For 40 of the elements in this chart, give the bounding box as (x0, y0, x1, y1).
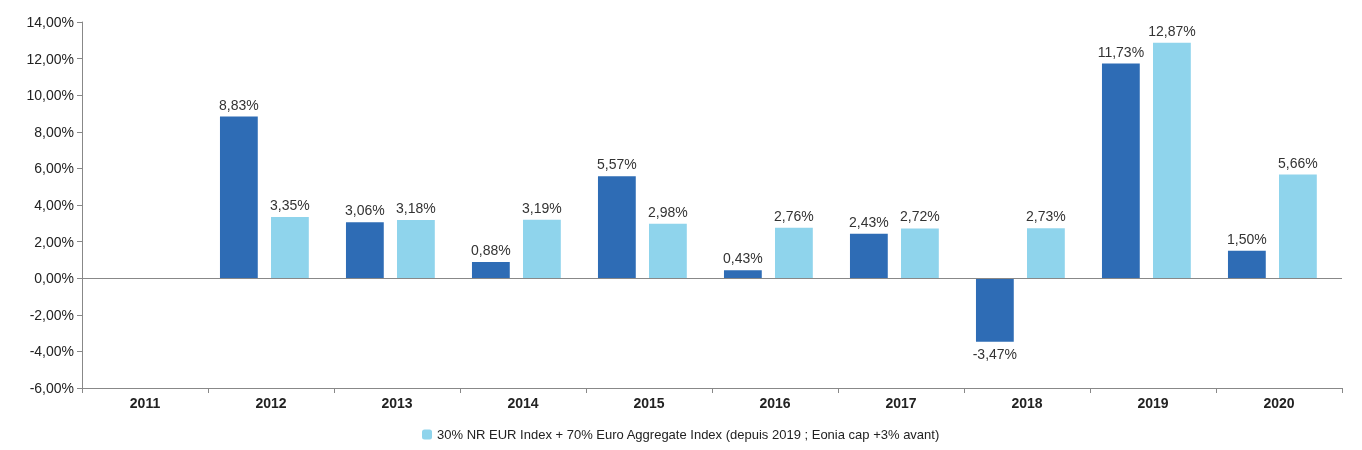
x-tick-label: 2017 (885, 395, 917, 411)
data-label: 5,66% (1278, 154, 1318, 171)
data-label: 2,72% (900, 208, 940, 225)
y-tick-label: 6,00% (34, 160, 74, 177)
data-label: 3,18% (396, 200, 436, 217)
data-label: 0,88% (471, 242, 511, 259)
data-label: 3,06% (345, 202, 385, 219)
data-label: 2,43% (849, 213, 889, 230)
y-tick-label: -4,00% (29, 343, 74, 360)
y-tick-label: 0,00% (34, 270, 74, 287)
legend-label: 30% NR EUR Index + 70% Euro Aggregate Index (depuis 2019 ; Eonia cap +3% avant) (437, 427, 940, 442)
data-label: 11,73% (1097, 43, 1145, 60)
data-label: -3,47% (972, 345, 1018, 362)
y-tick-label: 14,00% (26, 14, 74, 30)
x-tick-label: 2011 (129, 395, 161, 411)
x-tick-label: 2013 (381, 395, 413, 411)
data-label: 8,83% (219, 96, 259, 113)
y-tick-label: 8,00% (34, 123, 74, 140)
data-label: 5,57% (597, 156, 637, 173)
y-tick-label: 2,00% (34, 233, 74, 250)
y-tick-label: 10,00% (26, 87, 74, 104)
y-tick-label: 12,00% (26, 50, 74, 67)
data-label: 2,73% (1026, 208, 1066, 225)
x-tick-label: 2016 (759, 395, 791, 411)
data-label: 3,19% (522, 199, 562, 216)
y-tick-label: -2,00% (29, 306, 74, 323)
x-tick-label: 2020 (1263, 395, 1295, 411)
y-tick-label: -6,00% (29, 380, 74, 396)
x-tick-label: 2012 (255, 395, 287, 411)
data-label: 2,76% (774, 207, 814, 224)
data-label: 3,35% (270, 196, 310, 213)
x-tick-label: 2018 (1011, 395, 1043, 411)
x-tick-label: 2015 (633, 395, 665, 411)
data-label: 2,98% (648, 203, 688, 220)
y-tick-label: 4,00% (34, 197, 74, 213)
x-tick-label: 2019 (1137, 395, 1169, 411)
data-label: 1,50% (1227, 230, 1267, 247)
data-label: 12,87% (1148, 22, 1196, 39)
x-tick-label: 2014 (507, 395, 539, 411)
data-label: 0,43% (723, 250, 763, 267)
